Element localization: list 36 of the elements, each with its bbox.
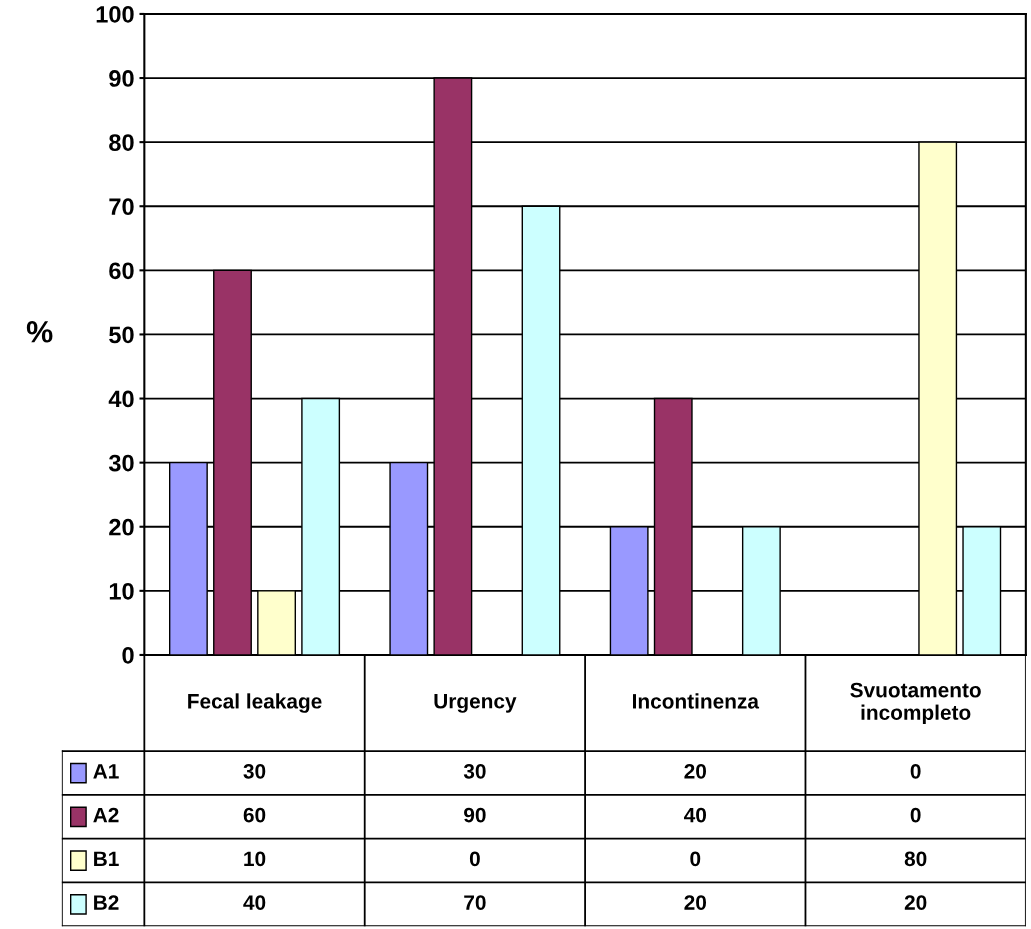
y-tick-label: 10 [109, 582, 134, 600]
legend-label: A2 [93, 807, 119, 823]
y-tick-label: 70 [109, 198, 134, 216]
data-label: 0 [469, 851, 480, 867]
y-tick-label: 30 [108, 454, 134, 472]
data-label: 10 [244, 851, 266, 867]
y-axis-title: % [26, 321, 53, 343]
data-label: 90 [464, 807, 486, 823]
x-tick-label: Svuotamento incompleto [850, 682, 981, 724]
y-tick-label: 20 [109, 518, 134, 536]
legend-label: A1 [93, 764, 119, 779]
y-tick-label: 80 [109, 134, 134, 151]
y-tick-label: 90 [109, 70, 134, 87]
data-label: 20 [684, 895, 707, 910]
y-tick-label: 40 [108, 390, 134, 408]
y-tick-label: 100 [96, 6, 134, 23]
data-label: 20 [904, 895, 927, 910]
data-label: 20 [684, 763, 707, 779]
data-label: 30 [463, 763, 486, 779]
y-tick-label: 50 [109, 326, 134, 344]
legend-label: B2 [94, 895, 119, 910]
data-label: 0 [910, 763, 921, 779]
data-label: 40 [684, 807, 707, 823]
data-label: 0 [910, 807, 921, 823]
data-label: 40 [243, 895, 266, 910]
legend-label: B1 [94, 851, 119, 866]
data-label: 30 [243, 763, 266, 779]
x-tick-label: Urgency [434, 694, 517, 713]
x-tick-label: Fecal leakage [188, 693, 322, 713]
data-label: 60 [243, 807, 266, 823]
data-label: 70 [464, 895, 486, 910]
y-tick-label: 60 [109, 262, 134, 280]
x-tick-label: Incontinenza [633, 693, 760, 709]
data-label: 80 [904, 851, 927, 867]
y-tick-label: 0 [122, 647, 134, 664]
data-label: 0 [690, 851, 701, 867]
